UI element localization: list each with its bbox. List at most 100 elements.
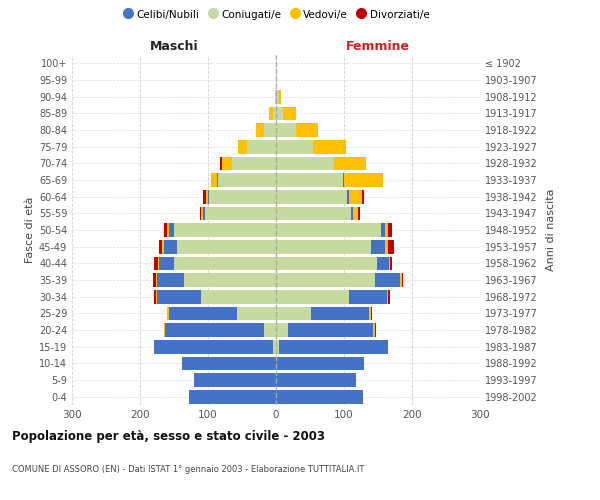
Bar <box>351 206 353 220</box>
Bar <box>276 356 364 370</box>
Bar <box>344 173 383 187</box>
Bar <box>402 273 403 287</box>
Bar <box>382 223 385 237</box>
Bar <box>276 106 283 120</box>
Bar <box>232 156 276 170</box>
Bar <box>353 206 358 220</box>
Bar <box>288 323 373 337</box>
Bar <box>358 206 361 220</box>
Bar <box>374 323 376 337</box>
Bar <box>174 256 276 270</box>
Bar <box>167 306 169 320</box>
Bar <box>203 206 205 220</box>
Bar <box>165 323 264 337</box>
Bar <box>159 256 174 270</box>
Bar <box>238 140 247 153</box>
Bar <box>276 306 311 320</box>
Text: COMUNE DI ASSORO (EN) - Dati ISTAT 1° gennaio 2003 - Elaborazione TUTTITALIA.IT: COMUNE DI ASSORO (EN) - Dati ISTAT 1° ge… <box>12 465 364 474</box>
Bar <box>154 340 272 353</box>
Bar <box>169 306 236 320</box>
Bar <box>203 190 206 203</box>
Bar <box>264 123 276 137</box>
Bar <box>164 240 178 254</box>
Bar <box>377 256 389 270</box>
Bar <box>276 173 343 187</box>
Bar <box>153 273 155 287</box>
Bar <box>155 290 157 304</box>
Bar <box>269 106 272 120</box>
Bar <box>163 240 164 254</box>
Bar <box>169 223 174 237</box>
Bar <box>201 206 203 220</box>
Bar <box>279 90 281 104</box>
Bar <box>283 106 296 120</box>
Text: Maschi: Maschi <box>149 40 199 52</box>
Bar <box>182 356 276 370</box>
Bar <box>390 256 392 270</box>
Bar <box>276 140 313 153</box>
Bar <box>174 223 276 237</box>
Bar <box>385 240 388 254</box>
Bar <box>276 190 347 203</box>
Bar <box>194 373 276 387</box>
Bar <box>388 223 392 237</box>
Bar <box>343 173 344 187</box>
Text: Femmine: Femmine <box>346 40 410 52</box>
Text: Popolazione per età, sesso e stato civile - 2003: Popolazione per età, sesso e stato civil… <box>12 430 325 443</box>
Bar <box>349 190 362 203</box>
Bar <box>221 156 232 170</box>
Bar <box>374 273 400 287</box>
Bar <box>154 290 155 304</box>
Bar <box>276 256 377 270</box>
Bar <box>276 290 349 304</box>
Bar <box>157 273 184 287</box>
Bar <box>276 156 334 170</box>
Bar <box>388 240 394 254</box>
Bar <box>371 306 372 320</box>
Bar <box>220 156 221 170</box>
Bar <box>158 256 159 270</box>
Bar <box>276 206 351 220</box>
Bar <box>201 290 276 304</box>
Bar <box>373 323 374 337</box>
Bar <box>205 206 276 220</box>
Bar <box>218 173 276 187</box>
Bar <box>247 140 276 153</box>
Bar <box>184 273 276 287</box>
Bar <box>389 256 390 270</box>
Bar <box>276 373 356 387</box>
Bar <box>217 173 218 187</box>
Bar <box>279 340 388 353</box>
Bar <box>272 106 276 120</box>
Y-axis label: Fasce di età: Fasce di età <box>25 197 35 263</box>
Bar <box>206 190 208 203</box>
Bar <box>154 256 158 270</box>
Bar <box>167 223 169 237</box>
Bar <box>388 290 390 304</box>
Bar <box>371 240 385 254</box>
Bar <box>296 123 318 137</box>
Bar <box>276 323 288 337</box>
Bar <box>236 306 276 320</box>
Bar <box>155 273 157 287</box>
Bar <box>272 340 276 353</box>
Bar <box>200 206 201 220</box>
Bar <box>387 290 388 304</box>
Bar <box>400 273 402 287</box>
Bar <box>275 90 276 104</box>
Bar <box>189 390 276 404</box>
Bar <box>178 240 276 254</box>
Bar <box>349 290 387 304</box>
Bar <box>211 173 217 187</box>
Bar <box>256 123 264 137</box>
Bar <box>276 90 279 104</box>
Bar <box>362 190 364 203</box>
Bar <box>164 223 167 237</box>
Bar <box>276 340 279 353</box>
Bar <box>276 73 277 87</box>
Bar <box>276 240 371 254</box>
Bar <box>385 223 388 237</box>
Bar <box>313 140 346 153</box>
Bar <box>157 290 201 304</box>
Bar <box>209 190 276 203</box>
